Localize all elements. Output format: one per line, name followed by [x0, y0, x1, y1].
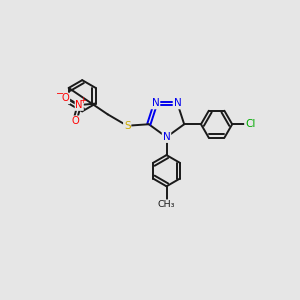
Text: N: N [163, 132, 170, 142]
Text: N: N [174, 98, 181, 109]
Text: N: N [76, 100, 83, 110]
Text: CH₃: CH₃ [158, 200, 175, 209]
Text: O: O [61, 93, 69, 103]
Text: O: O [72, 116, 80, 126]
Text: +: + [80, 96, 86, 105]
Text: N: N [152, 98, 159, 109]
Text: −: − [56, 88, 64, 99]
Text: Cl: Cl [245, 119, 255, 129]
Text: S: S [124, 121, 130, 131]
